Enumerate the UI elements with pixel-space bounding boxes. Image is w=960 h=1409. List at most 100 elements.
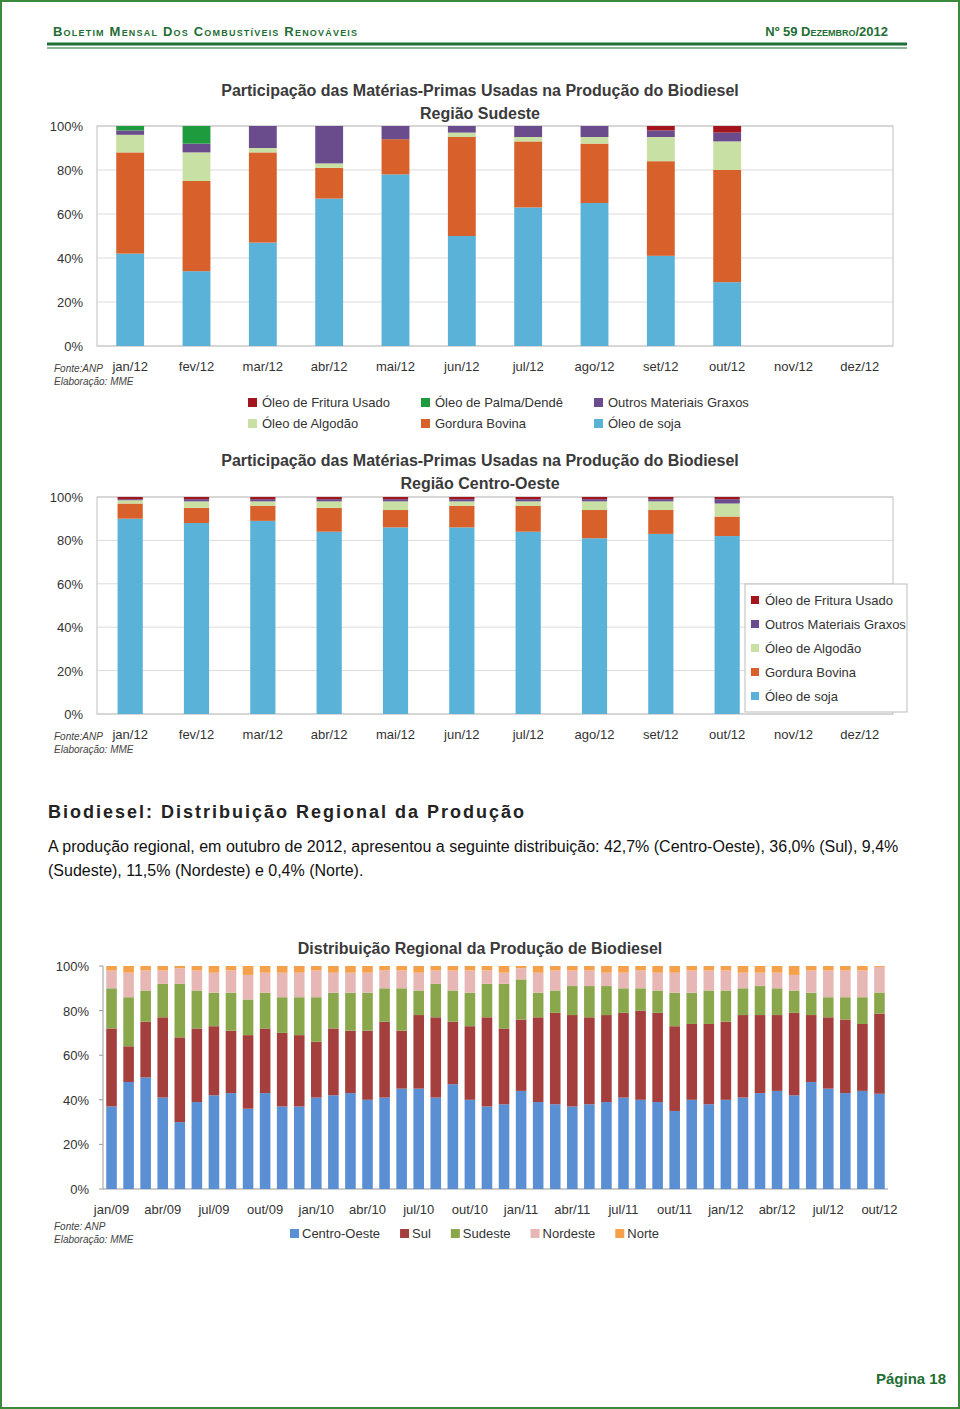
bar-segment [806,1082,817,1189]
bar-segment [226,966,237,970]
bar-segment [715,497,740,499]
bar-segment [533,1102,544,1189]
bar-segment [713,126,741,133]
bar-segment [806,966,817,970]
tick-mark [99,1055,103,1056]
bar-segment [317,532,342,714]
bar-segment [647,130,675,137]
bar-segment [317,499,342,501]
bar-segment [383,527,408,714]
bar-segment [499,973,510,984]
bar-segment [396,1031,407,1089]
bar-segment [482,1106,493,1189]
bar-segment [516,966,527,968]
x-tick-label: fev/12 [179,727,214,742]
page-number: Página 18 [876,1370,946,1387]
bar-segment [449,527,474,714]
legend-label: Óleo de Palma/Dendê [435,395,563,410]
bar-segment [652,1102,663,1189]
bar-segment [857,966,868,970]
bar-segment [277,1106,288,1189]
bar-segment [567,1015,578,1106]
bar-segment [823,1017,834,1088]
legend-label: Outros Materiais Graxos [608,395,749,410]
bar-segment [192,991,203,1029]
bar-segment [516,979,527,1019]
legend-label: Nordeste [543,1226,596,1241]
header-title: Boletim Mensal Dos Combustíveis Renováve… [53,24,358,39]
bar-segment [448,966,459,970]
bar-segment [647,256,675,346]
bar-segment [383,510,408,527]
section-heading: Biodiesel: Distribuição Regional da Prod… [48,802,526,822]
bar-segment [715,504,740,517]
legend-label: Gordura Bovina [765,665,857,680]
y-tick-label: 60% [57,577,83,592]
bar-segment [328,966,339,973]
bar-segment [192,970,203,990]
x-axis [103,1189,888,1190]
bar-segment [635,988,646,1010]
bar-segment [465,970,476,992]
y-tick-label: 40% [57,251,83,266]
bar-segment [260,1093,271,1189]
bar-segment [184,497,209,499]
bar-segment [116,254,144,346]
legend-swatch [751,668,759,676]
bar-segment [315,168,343,199]
legend-label: Outros Materiais Graxos [765,617,906,632]
x-tick-label: out/09 [247,1202,283,1217]
bar-segment [465,966,476,970]
bar-segment [584,1017,595,1104]
legend-label: Óleo de soja [608,416,682,431]
bar-segment [789,975,800,991]
bar-segment [755,1093,766,1189]
bar-segment [157,1098,168,1189]
legend-swatch [594,419,603,428]
bar-segment [669,993,680,1026]
bar-segment [652,1013,663,1102]
bar-segment [704,970,715,990]
bar-segment [379,966,390,970]
bar-segment [715,499,740,503]
bar-segment [704,966,715,970]
grid-line [97,258,893,259]
bar-segment [448,236,476,346]
bar-segment [157,970,168,983]
bar-segment [157,1017,168,1097]
bar-segment [277,1033,288,1107]
bar-segment [550,1013,561,1104]
bar-segment [184,508,209,523]
bar-segment [533,973,544,993]
bar-segment [448,991,459,1022]
bar-segment [250,521,275,714]
bar-segment [789,1013,800,1096]
bar-segment [652,966,663,973]
tick-mark [99,1189,103,1190]
bar-segment [413,973,424,991]
bar-segment [260,973,271,993]
x-tick-label: nov/12 [774,359,813,374]
y-tick-label: 80% [57,533,83,548]
bar-segment [175,968,186,984]
legend-label: Óleo de Fritura Usado [765,593,893,608]
bar-segment [874,967,885,993]
bar-segment [226,1031,237,1093]
x-tick-label: mai/12 [376,359,415,374]
bar-segment [311,970,322,997]
bar-segment [362,966,373,973]
bar-segment [140,1078,151,1190]
bar-segment [449,499,474,501]
bar-segment [328,993,339,1029]
bar-segment [260,966,271,973]
chart-title: Participação das Matérias-Primas Usadas … [221,82,739,99]
y-tick-label: 40% [63,1093,89,1108]
bar-segment [514,126,542,127]
page: Boletim Mensal Dos Combustíveis Renováve… [0,0,960,1409]
bar-segment [315,163,343,167]
bar-segment [514,126,542,127]
bars [116,126,741,346]
legend-label: Norte [627,1226,659,1241]
bar-segment [209,1095,220,1189]
bar-segment [345,973,356,993]
